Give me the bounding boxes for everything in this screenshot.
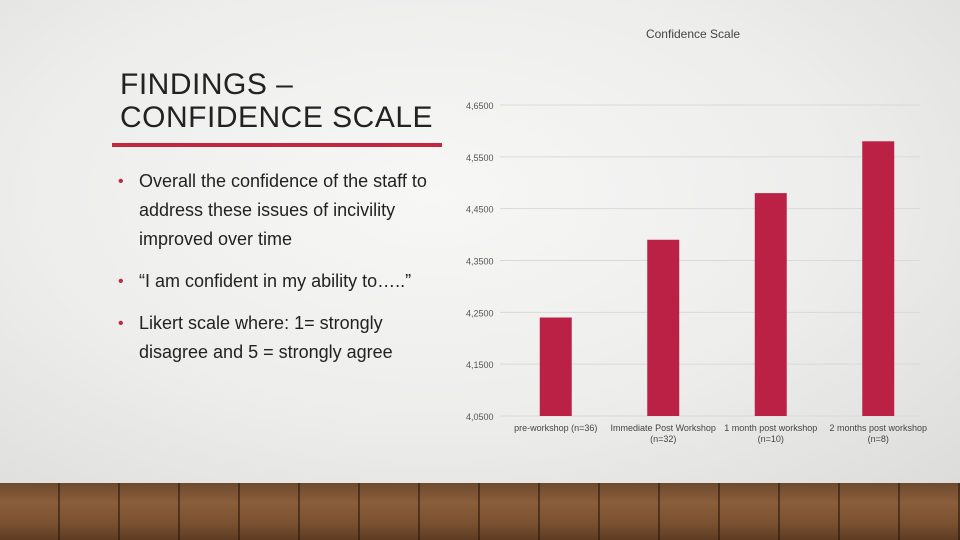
bullet-text: Likert scale where: 1= strongly disagree… [139,313,393,362]
bullet-item: • Overall the confidence of the staff to … [118,167,448,254]
x-tick-label: pre-workshop (n=36) [514,423,597,433]
x-tick-label: Immediate Post Workshop (n=32) [611,423,716,444]
x-tick-label-line: 1 month post workshop [724,423,817,433]
x-tick-label: 2 months post workshop (n=8) [829,423,927,444]
chart-title: Confidence Scale [646,27,740,41]
x-tick-label-line: (n=10) [758,434,784,444]
bar [539,317,572,416]
y-tick-label: 4,0500 [466,412,494,422]
bullet-item: • Likert scale where: 1= strongly disagre… [118,309,448,367]
bullet-item: • “I am confident in my ability to…..” [118,267,448,296]
x-tick-label-line: pre-workshop (n=36) [514,423,597,433]
y-tick-label: 4,6500 [466,101,494,111]
bullet-list: • Overall the confidence of the staff to … [118,167,448,380]
x-tick-label-line: Immediate Post Workshop [611,423,716,433]
slide-background [0,0,960,485]
x-axis-labels: pre-workshop (n=36) Immediate Post Worksh… [514,423,927,444]
bar [862,141,895,416]
y-tick-label: 4,2500 [466,308,494,318]
bar [754,193,787,416]
x-tick-label-line: 2 months post workshop [829,423,927,433]
y-axis-ticks: 4,6500 4,5500 4,4500 4,3500 4,2500 4,1500 4,05… [466,101,494,422]
y-tick-label: 4,1500 [466,360,494,370]
title-underline [112,143,442,147]
bullet-icon: • [118,315,124,332]
wood-floor [0,483,960,540]
x-tick-label-line: (n=32) [650,434,676,444]
bullet-text: Overall the confidence of the staff to a… [139,171,427,249]
x-tick-label-line: (n=8) [868,434,889,444]
bullet-icon: • [118,173,124,190]
y-tick-label: 4,4500 [466,205,494,215]
x-tick-label: 1 month post workshop (n=10) [724,423,817,444]
grid-lines [500,104,920,417]
confidence-bar-chart: Confidence Scale 4,6500 4,5500 4,4500 4,350… [466,27,927,444]
y-tick-label: 4,5500 [466,153,494,163]
slide-title: FINDINGS – CONFIDENCE SCALE [120,68,434,134]
bars [539,141,895,416]
bullet-text: “I am confident in my ability to…..” [139,271,412,291]
bullet-icon: • [118,273,124,290]
y-tick-label: 4,3500 [466,257,494,267]
bar [647,239,680,416]
